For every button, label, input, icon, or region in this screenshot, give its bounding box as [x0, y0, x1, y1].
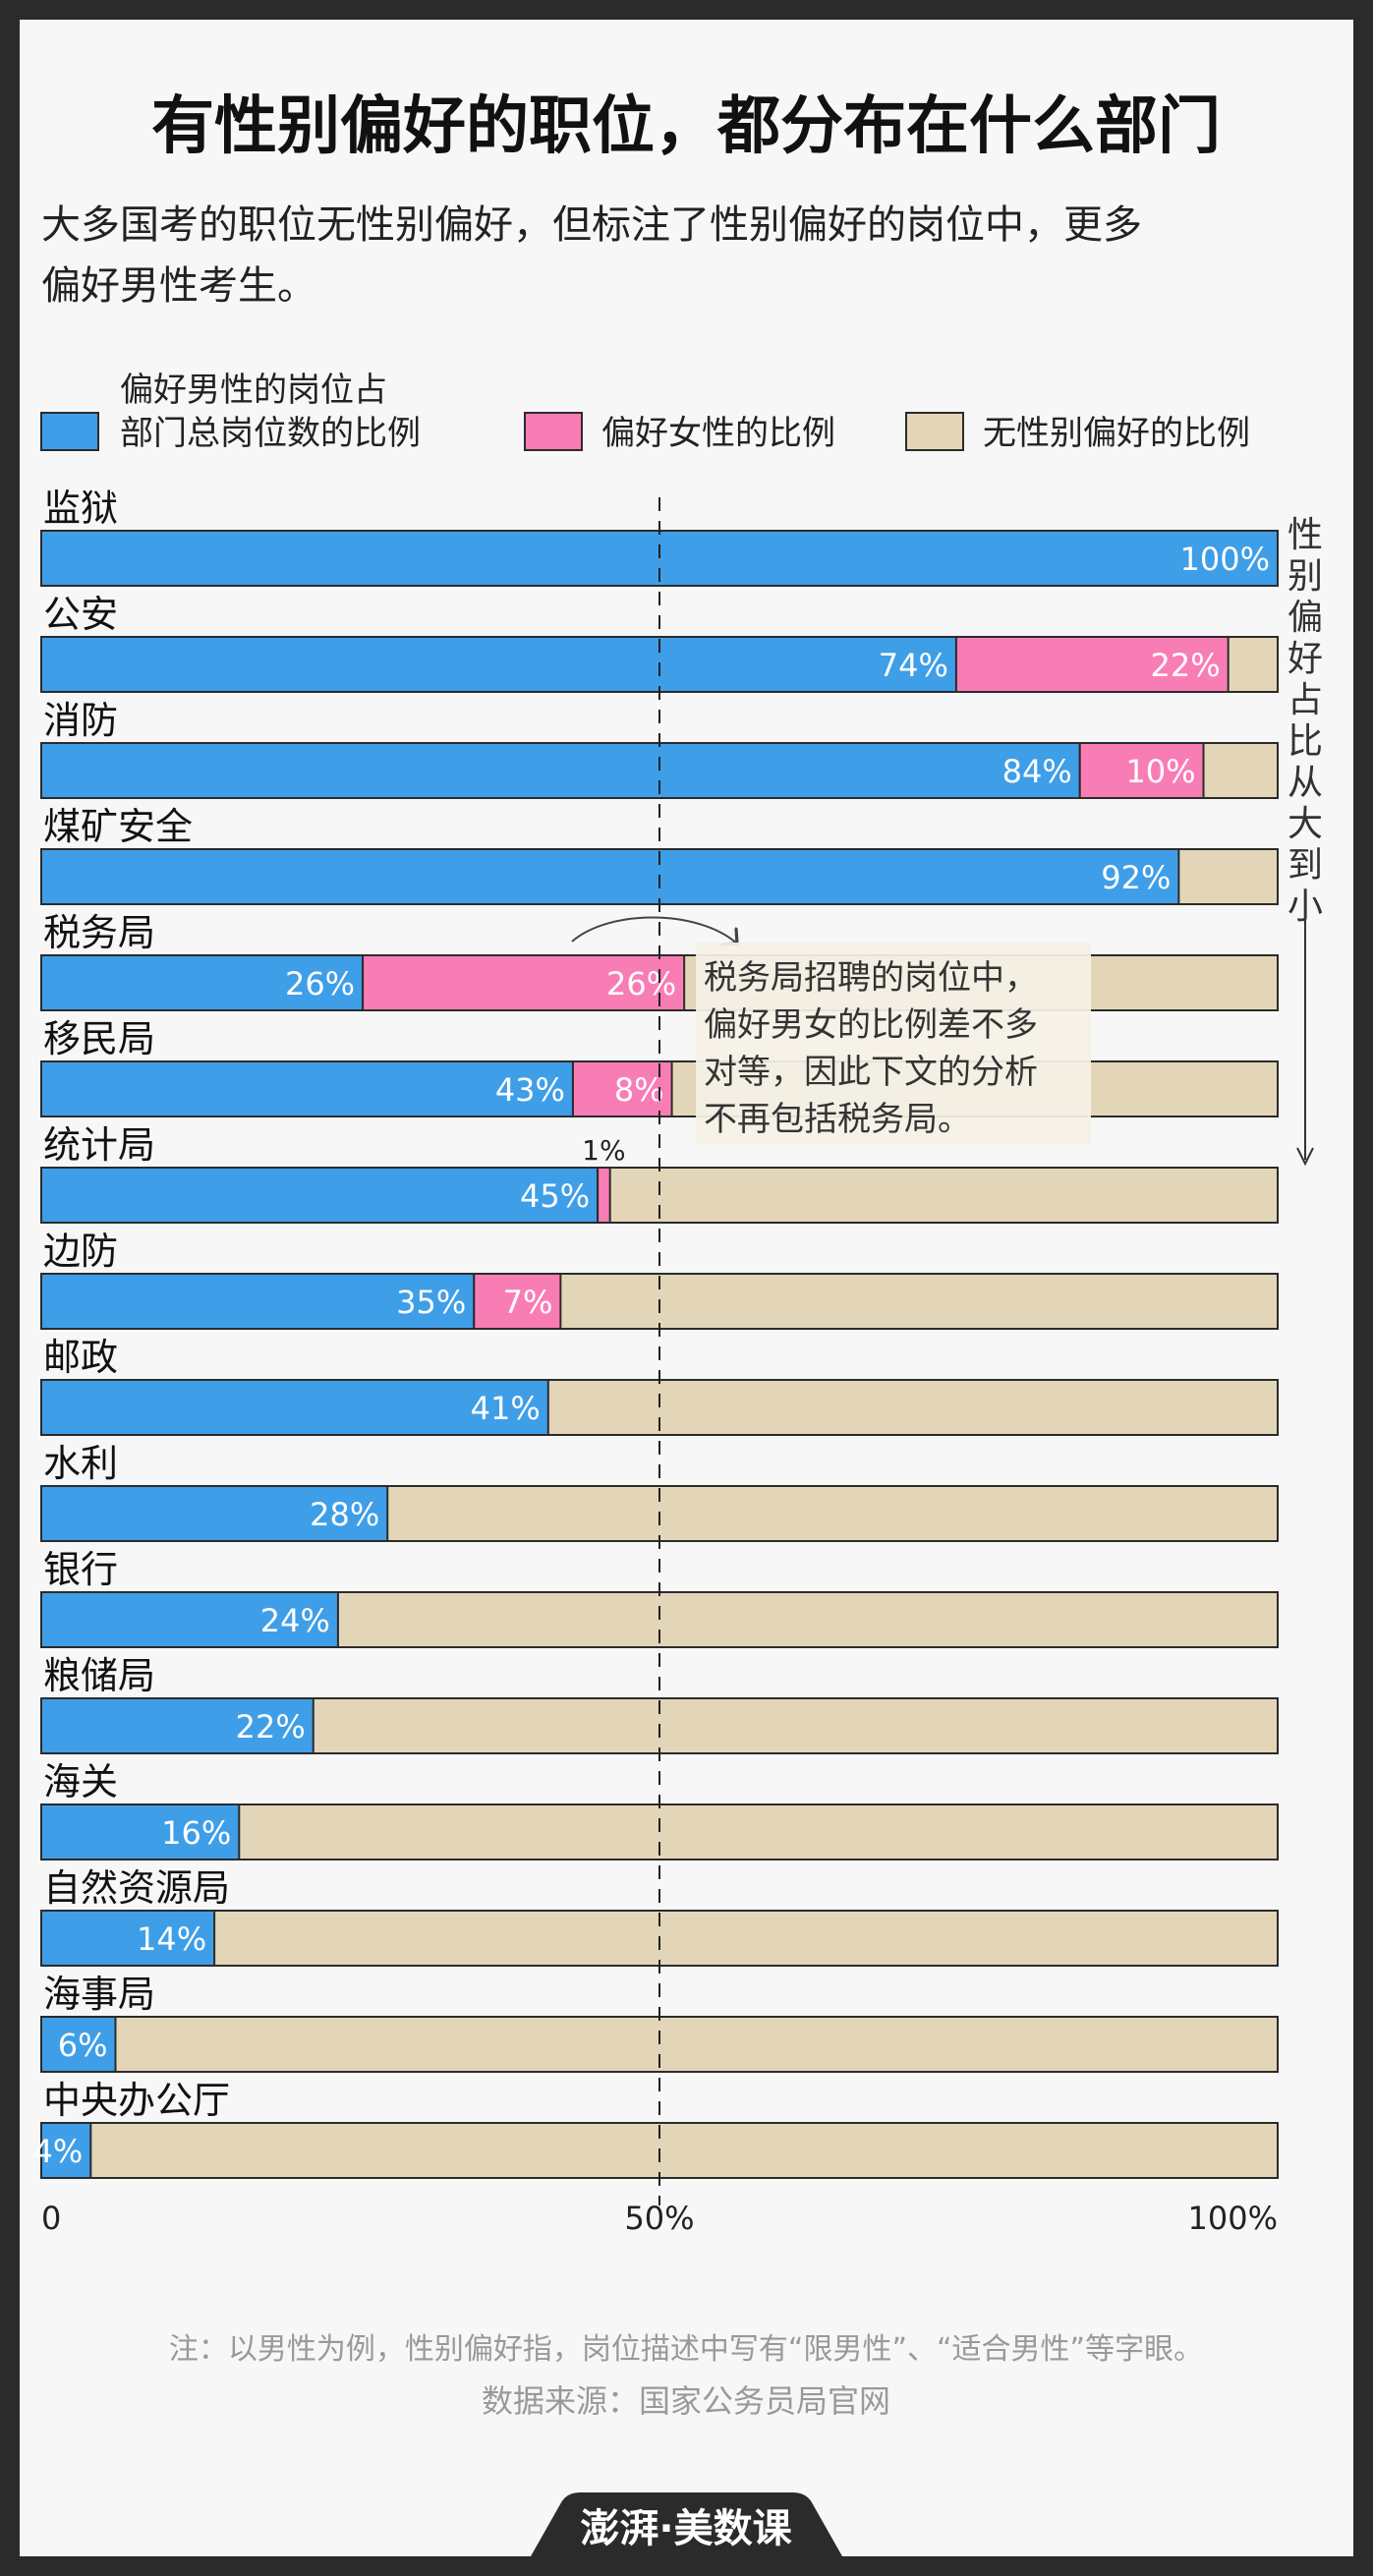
data-label-male: 92% — [1101, 859, 1171, 896]
annotation-line-4: 不再包括税务局。 — [704, 1100, 971, 1139]
data-label-male: 35% — [396, 1284, 466, 1321]
category-label: 移民局 — [43, 1017, 155, 1060]
category-label: 监狱 — [43, 487, 118, 530]
legend-swatch-male — [40, 412, 99, 451]
data-label-female: 1% — [582, 1134, 625, 1167]
annotation-line-3: 对等，因此下文的分析 — [704, 1053, 1038, 1092]
x-tick-label: 100% — [1188, 2200, 1278, 2237]
data-label-female: 22% — [1151, 647, 1221, 684]
data-label-male: 4% — [33, 2133, 84, 2170]
category-label: 银行 — [43, 1548, 118, 1591]
chart-title: 有性别偏好的职位，都分布在什么部门 — [151, 90, 1221, 163]
x-tick-label: 0 — [41, 2200, 61, 2237]
category-label: 邮政 — [43, 1336, 118, 1379]
infographic-frame: 有性别偏好的职位，都分布在什么部门 大多国考的职位无性别偏好，但标注了性别偏好的… — [20, 20, 1353, 2556]
bar-female — [473, 1273, 562, 1330]
category-label: 水利 — [43, 1442, 118, 1485]
category-label: 税务局 — [43, 911, 155, 954]
x-tick-label: 50% — [624, 2200, 694, 2237]
bar-male — [40, 1803, 241, 1860]
bar-male — [40, 954, 365, 1011]
logo-tab — [531, 2492, 842, 2556]
data-label-male: 28% — [310, 1496, 379, 1533]
data-label-male: 74% — [879, 647, 948, 684]
data-label-female: 26% — [606, 965, 676, 1002]
bar-male — [40, 1697, 315, 1754]
side-note: 性别偏好占比从大到小 — [1287, 515, 1323, 927]
bar-male — [40, 1167, 600, 1224]
data-label-female: 8% — [614, 1071, 664, 1109]
bar-male — [40, 2122, 92, 2179]
annotation-box — [696, 943, 1091, 1144]
bar-female — [362, 954, 686, 1011]
x-axis-ticks: 0 50% 100% — [41, 2200, 1278, 2237]
category-label: 自然资源局 — [43, 1866, 230, 1910]
annotation-line-2: 偏好男女的比例差不多 — [704, 1005, 1038, 1045]
bar-male — [40, 2016, 117, 2073]
data-label-male: 45% — [520, 1177, 590, 1215]
bar-male — [40, 1379, 549, 1436]
bar-male — [40, 636, 957, 693]
bar-male — [40, 1591, 339, 1648]
legend-label-female: 偏好女性的比例 — [601, 414, 835, 453]
legend-label-none: 无性别偏好的比例 — [983, 414, 1250, 453]
data-label-male: 26% — [285, 965, 355, 1002]
data-label-male: 100% — [1180, 541, 1270, 578]
bar-male — [40, 1485, 389, 1542]
bar-female — [954, 636, 1230, 693]
legend-swatch-none — [905, 412, 964, 451]
category-label: 煤矿安全 — [43, 805, 193, 848]
data-label-male: 16% — [161, 1814, 231, 1852]
category-label: 海关 — [43, 1760, 118, 1803]
footer-note: 注：以男性为例，性别偏好指，岗位描述中写有“限男性”、“适合男性”等字眼。 — [169, 2332, 1203, 2367]
category-label: 中央办公厅 — [43, 2079, 230, 2122]
annotation-line-1: 税务局招聘的岗位中， — [704, 958, 1038, 998]
side-note-text: 性别偏好占比从大到小 — [1287, 515, 1323, 927]
category-label: 消防 — [43, 699, 118, 742]
data-label-male: 24% — [260, 1602, 330, 1639]
legend-label-male-line-2: 部门总岗位数的比例 — [120, 414, 421, 453]
bar-male — [40, 742, 1081, 799]
subtitle-line-1: 大多国考的职位无性别偏好，但标注了性别偏好的岗位中，更多 — [41, 202, 1142, 248]
data-label-male: 22% — [236, 1708, 306, 1746]
category-label: 公安 — [43, 593, 118, 636]
data-label-male: 41% — [471, 1390, 541, 1427]
category-label: 边防 — [43, 1230, 118, 1273]
bar-female — [1078, 742, 1205, 799]
annotation-arrow — [571, 916, 737, 944]
data-label-male: 6% — [58, 2027, 108, 2064]
chart: 有性别偏好的职位，都分布在什么部门 大多国考的职位无性别偏好，但标注了性别偏好的… — [33, 90, 1323, 2556]
bar-female — [571, 1060, 673, 1117]
legend-swatch-female — [524, 412, 583, 451]
bar-female — [597, 1167, 611, 1224]
logo-text: 澎湃·美数课 — [580, 2506, 792, 2551]
data-label-male: 43% — [495, 1071, 565, 1109]
data-label-female: 7% — [503, 1284, 553, 1321]
data-label-female: 10% — [1125, 753, 1195, 790]
legend-label-male-line-1: 偏好男性的岗位占 — [120, 371, 387, 410]
bar-male — [40, 1060, 574, 1117]
category-label: 海事局 — [43, 1973, 155, 2016]
footer-source: 数据来源：国家公务员局官网 — [482, 2382, 890, 2420]
category-label: 粮储局 — [43, 1654, 155, 1697]
data-label-male: 84% — [1002, 753, 1072, 790]
category-label: 统计局 — [43, 1123, 155, 1167]
subtitle-line-2: 偏好男性考生。 — [41, 263, 316, 309]
bars-group: 监狱 100% 公安 74% 22% 消防 84% 10% 煤矿安全 92% 税务局 26% 26% 移民… — [33, 487, 1279, 2179]
bar-male — [40, 1910, 216, 1967]
data-label-male: 14% — [137, 1920, 206, 1958]
bar-male — [40, 848, 1180, 905]
side-note-arrow-head — [1296, 1147, 1314, 1167]
